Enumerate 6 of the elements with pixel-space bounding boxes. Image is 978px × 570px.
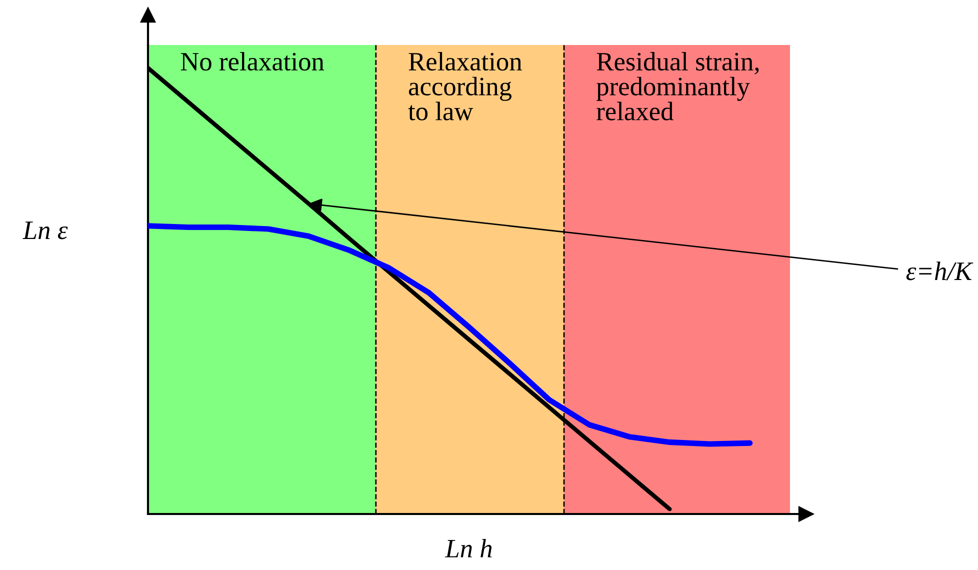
y-axis-title: Ln ε: [22, 222, 68, 240]
annotation: Relaxation according to law: [408, 52, 522, 120]
annotation: Residual strain, predominantly relaxed: [596, 52, 759, 120]
annotation: No relaxation: [180, 52, 324, 71]
x-axis-title: Ln h: [444, 539, 492, 558]
text: ε=h/K: [906, 262, 974, 280]
